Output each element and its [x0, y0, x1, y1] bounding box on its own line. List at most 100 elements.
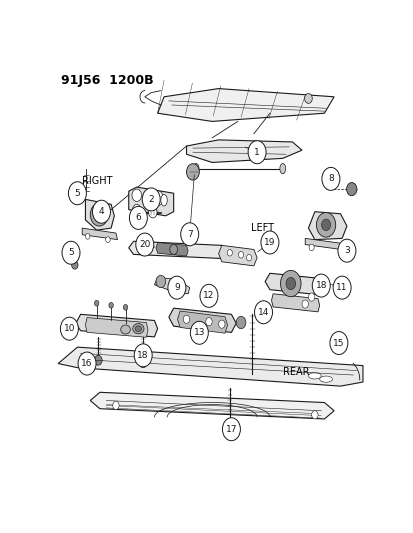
- Text: 14: 14: [257, 308, 268, 317]
- Circle shape: [321, 219, 330, 231]
- Polygon shape: [82, 228, 117, 240]
- Circle shape: [71, 261, 78, 269]
- Circle shape: [247, 141, 266, 164]
- Circle shape: [190, 321, 208, 344]
- Circle shape: [135, 233, 153, 256]
- Text: 10: 10: [64, 324, 75, 333]
- Text: 4: 4: [98, 207, 104, 216]
- Circle shape: [169, 245, 177, 254]
- Circle shape: [236, 317, 245, 329]
- Text: LEFT: LEFT: [250, 223, 273, 233]
- Circle shape: [280, 270, 300, 297]
- Polygon shape: [128, 187, 173, 216]
- Circle shape: [156, 276, 165, 288]
- Polygon shape: [218, 245, 256, 266]
- Polygon shape: [271, 294, 319, 312]
- Polygon shape: [156, 243, 188, 256]
- Text: 5: 5: [68, 248, 74, 257]
- Polygon shape: [304, 238, 349, 251]
- Circle shape: [346, 183, 356, 196]
- Circle shape: [311, 274, 330, 297]
- Circle shape: [132, 189, 141, 201]
- Text: 9: 9: [173, 283, 179, 292]
- Circle shape: [222, 418, 240, 441]
- Circle shape: [337, 239, 355, 262]
- Text: 11: 11: [335, 283, 347, 292]
- Circle shape: [205, 318, 211, 326]
- Circle shape: [329, 332, 347, 354]
- Circle shape: [142, 188, 160, 211]
- Circle shape: [78, 352, 96, 375]
- Text: 13: 13: [193, 328, 204, 337]
- Polygon shape: [157, 88, 333, 122]
- Polygon shape: [177, 311, 227, 333]
- Polygon shape: [186, 140, 301, 163]
- Polygon shape: [58, 347, 362, 386]
- Circle shape: [309, 244, 313, 251]
- Text: 2: 2: [148, 195, 154, 204]
- Text: 91J56  1200B: 91J56 1200B: [61, 74, 154, 87]
- Circle shape: [285, 277, 295, 290]
- Ellipse shape: [121, 325, 130, 334]
- Circle shape: [139, 358, 147, 368]
- Circle shape: [90, 203, 108, 226]
- Text: 1: 1: [254, 148, 259, 157]
- Circle shape: [112, 401, 119, 409]
- Circle shape: [311, 411, 317, 419]
- Text: 7: 7: [186, 230, 192, 239]
- Ellipse shape: [161, 195, 167, 206]
- Circle shape: [168, 276, 185, 299]
- Polygon shape: [76, 314, 157, 337]
- Circle shape: [94, 301, 99, 306]
- Circle shape: [132, 204, 140, 215]
- Text: 12: 12: [203, 292, 214, 300]
- Circle shape: [92, 200, 110, 223]
- Ellipse shape: [193, 164, 199, 174]
- Circle shape: [254, 301, 272, 324]
- Circle shape: [321, 167, 339, 190]
- Circle shape: [227, 249, 232, 256]
- Circle shape: [133, 207, 143, 219]
- Polygon shape: [85, 318, 148, 337]
- Circle shape: [60, 317, 78, 340]
- Polygon shape: [264, 273, 322, 295]
- Text: 3: 3: [343, 246, 349, 255]
- Ellipse shape: [135, 326, 141, 332]
- Text: 17: 17: [225, 425, 237, 434]
- Circle shape: [238, 252, 243, 258]
- Circle shape: [332, 276, 350, 299]
- Circle shape: [109, 302, 113, 308]
- Polygon shape: [154, 277, 189, 294]
- Circle shape: [62, 241, 80, 264]
- Text: 6: 6: [135, 213, 141, 222]
- Polygon shape: [308, 212, 346, 240]
- Circle shape: [218, 320, 225, 328]
- Circle shape: [123, 304, 128, 310]
- Ellipse shape: [133, 324, 144, 334]
- Circle shape: [186, 164, 199, 180]
- Circle shape: [340, 247, 345, 254]
- Circle shape: [95, 209, 103, 220]
- Circle shape: [199, 284, 217, 308]
- Text: 18: 18: [137, 351, 149, 360]
- Text: REAR: REAR: [282, 367, 309, 377]
- Ellipse shape: [308, 373, 320, 379]
- Ellipse shape: [319, 376, 332, 382]
- Circle shape: [183, 315, 189, 324]
- Circle shape: [129, 206, 147, 229]
- Circle shape: [225, 418, 234, 430]
- Polygon shape: [90, 392, 333, 419]
- Text: 8: 8: [327, 174, 333, 183]
- Text: 15: 15: [332, 338, 344, 348]
- Circle shape: [148, 207, 157, 218]
- Circle shape: [105, 237, 110, 243]
- Text: 20: 20: [139, 240, 150, 249]
- Circle shape: [246, 254, 251, 261]
- Text: 19: 19: [263, 238, 275, 247]
- Circle shape: [301, 300, 308, 308]
- Text: 16: 16: [81, 359, 93, 368]
- Circle shape: [260, 231, 278, 254]
- Text: 5: 5: [74, 189, 80, 198]
- Circle shape: [134, 344, 152, 367]
- Circle shape: [68, 182, 86, 205]
